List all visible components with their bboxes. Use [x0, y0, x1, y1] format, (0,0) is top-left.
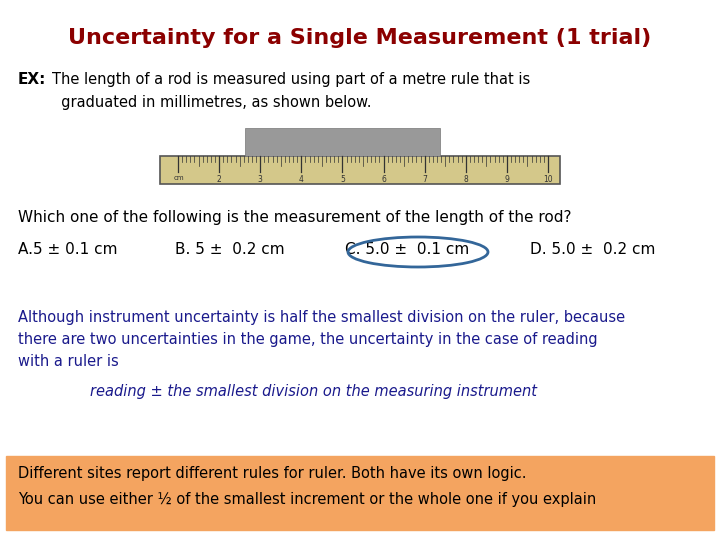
Text: reading ± the smallest division on the measuring instrument: reading ± the smallest division on the m…: [90, 384, 537, 399]
Text: 8: 8: [464, 175, 468, 184]
Text: with a ruler is: with a ruler is: [18, 354, 119, 369]
Text: 4: 4: [299, 175, 304, 184]
Text: 7: 7: [422, 175, 427, 184]
Text: D. 5.0 ±  0.2 cm: D. 5.0 ± 0.2 cm: [530, 242, 655, 257]
Text: cm: cm: [174, 175, 184, 181]
FancyBboxPatch shape: [245, 128, 440, 156]
Text: C. 5.0 ±  0.1 cm: C. 5.0 ± 0.1 cm: [345, 242, 469, 257]
Text: Although instrument uncertainty is half the smallest division on the ruler, beca: Although instrument uncertainty is half …: [18, 310, 625, 325]
Text: A.5 ± 0.1 cm: A.5 ± 0.1 cm: [18, 242, 117, 257]
Text: EX:: EX:: [18, 72, 46, 87]
Text: The length of a rod is measured using part of a metre rule that is: The length of a rod is measured using pa…: [52, 72, 530, 87]
Text: 5: 5: [340, 175, 345, 184]
Text: 10: 10: [543, 175, 553, 184]
Text: 9: 9: [505, 175, 509, 184]
Text: You can use either ½ of the smallest increment or the whole one if you explain: You can use either ½ of the smallest inc…: [18, 492, 596, 507]
FancyBboxPatch shape: [6, 456, 714, 530]
Text: 2: 2: [217, 175, 222, 184]
Text: B. 5 ±  0.2 cm: B. 5 ± 0.2 cm: [175, 242, 284, 257]
Text: Which one of the following is the measurement of the length of the rod?: Which one of the following is the measur…: [18, 210, 572, 225]
FancyBboxPatch shape: [160, 156, 560, 184]
Text: graduated in millimetres, as shown below.: graduated in millimetres, as shown below…: [52, 95, 372, 110]
Text: Uncertainty for a Single Measurement (1 trial): Uncertainty for a Single Measurement (1 …: [68, 28, 652, 48]
Text: there are two uncertainties in the game, the uncertainty in the case of reading: there are two uncertainties in the game,…: [18, 332, 598, 347]
Text: 3: 3: [258, 175, 263, 184]
Text: Different sites report different rules for ruler. Both have its own logic.: Different sites report different rules f…: [18, 466, 526, 481]
Text: 6: 6: [381, 175, 386, 184]
